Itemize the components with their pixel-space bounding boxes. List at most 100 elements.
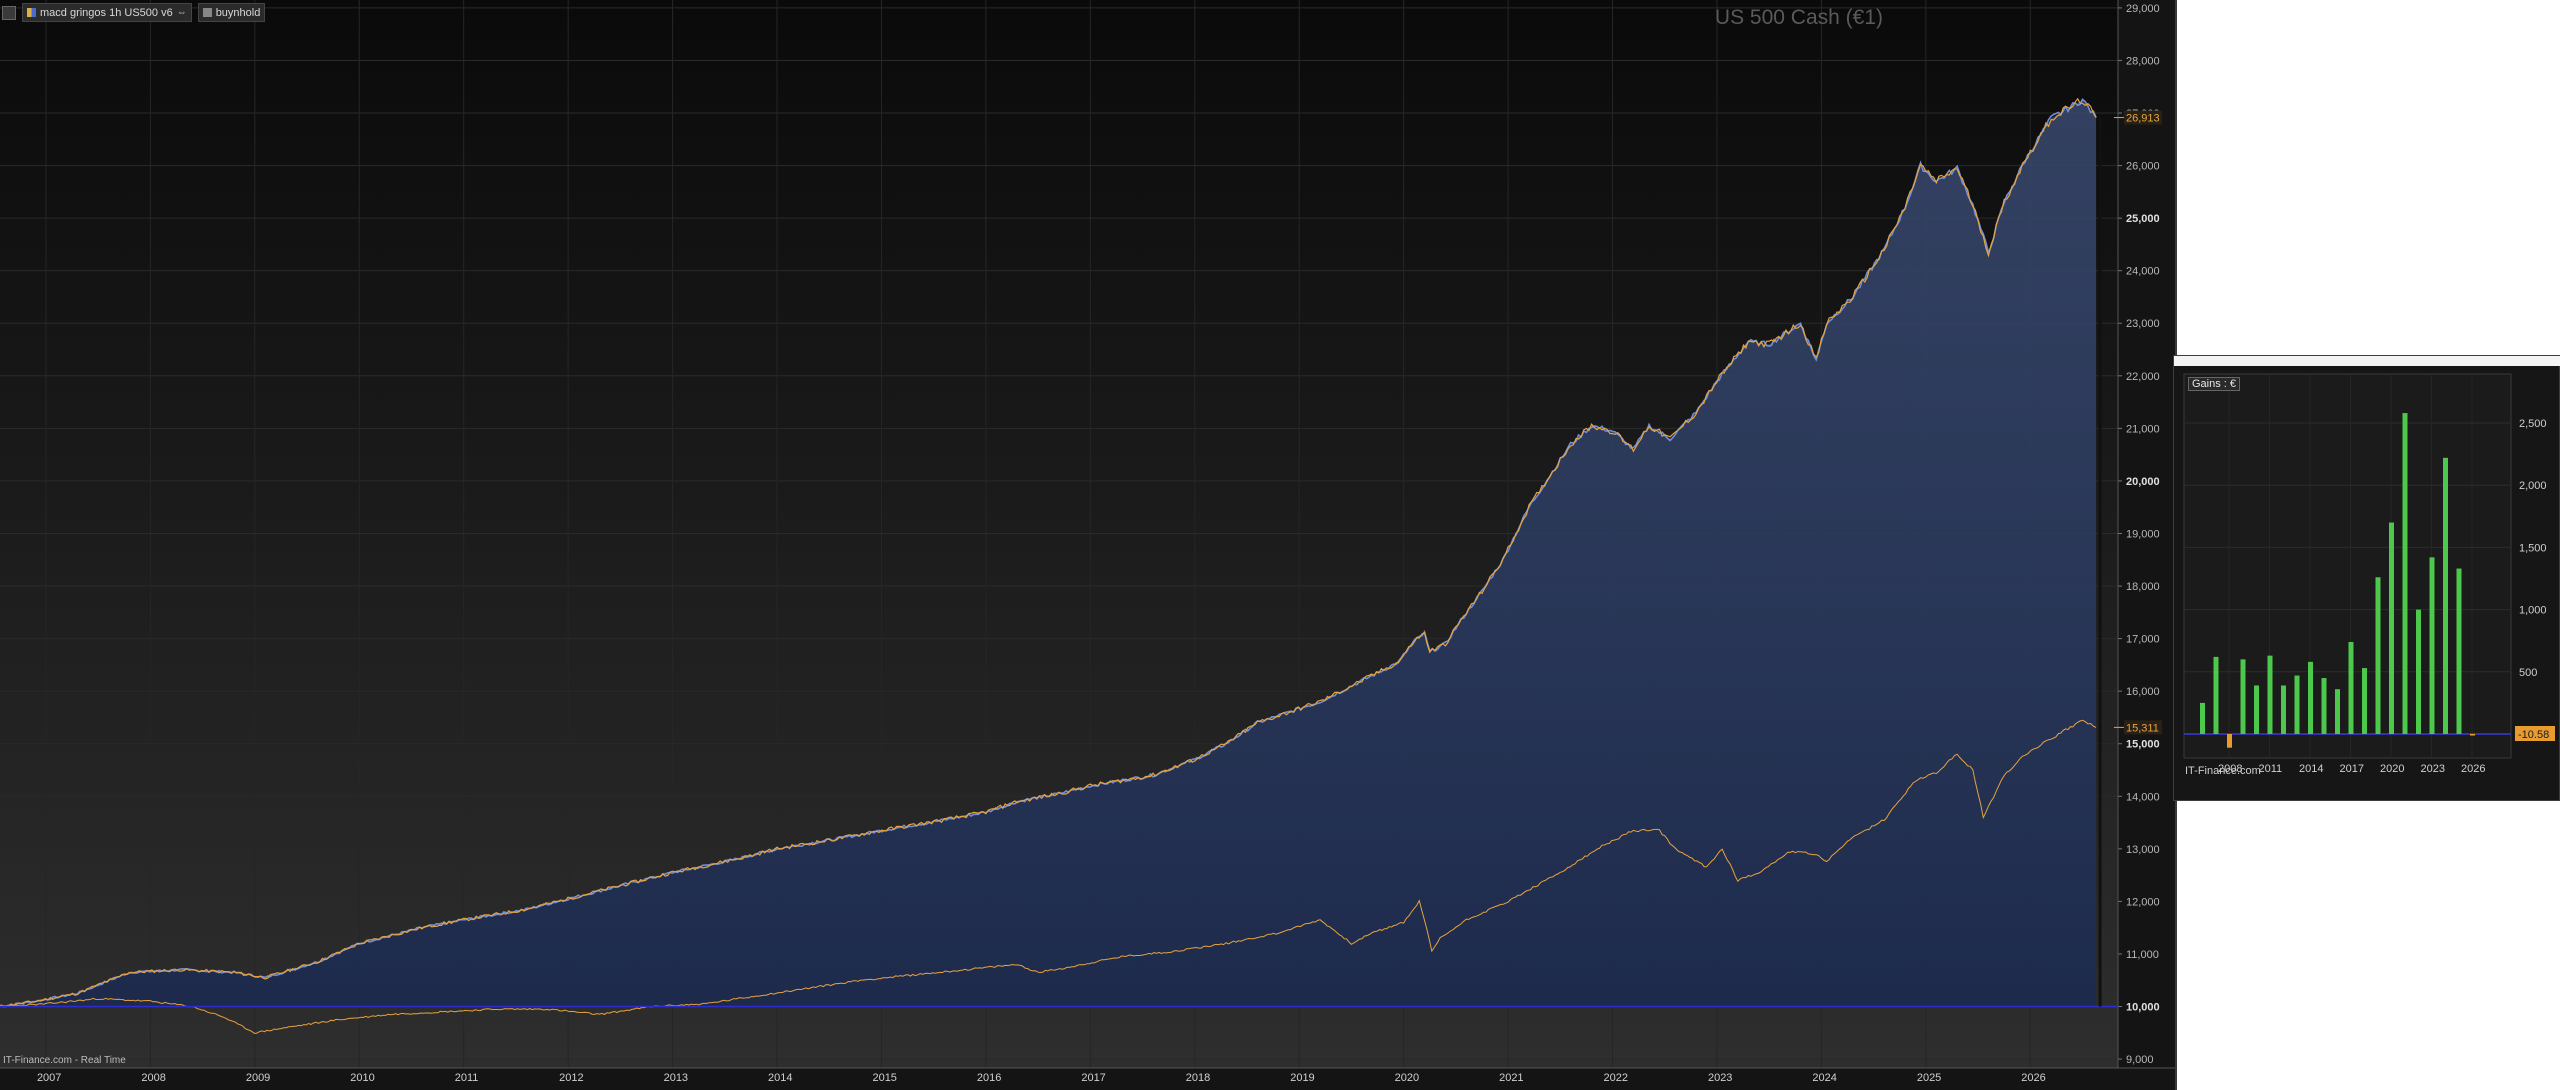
x-tick-label: 2023 (1708, 1072, 1732, 1084)
chart-menu-icon[interactable] (2, 5, 16, 20)
x-tick-label: 2010 (350, 1072, 374, 1084)
x-tick-label: 2013 (664, 1072, 688, 1084)
settings-icon[interactable]: ⇔ (176, 7, 187, 18)
gains-bar (2281, 685, 2286, 734)
x-tick-label: 2022 (1604, 1072, 1628, 1084)
gains-x-tick-label: 2020 (2380, 763, 2404, 775)
y-tick-label: 29,000 (2126, 3, 2160, 15)
gains-bar (2200, 702, 2205, 734)
gains-header-strip (2174, 356, 2560, 366)
gains-bar (2362, 668, 2367, 734)
gains-last-value-label: -10.58 (2518, 729, 2549, 741)
gains-title: Gains : € (2188, 377, 2241, 391)
gains-bar (2213, 656, 2219, 734)
gains-bar (2240, 659, 2246, 734)
y-tick-label: 23,000 (2126, 318, 2160, 330)
equity-chart[interactable]: 9,000 10,000 11,000 12,000 13,000 14,000 15,00… (0, 0, 2175, 1090)
y-tick-label: 16,000 (2126, 686, 2160, 698)
x-tick-label: 2008 (141, 1072, 165, 1084)
gains-x-tick-label: 2014 (2299, 763, 2323, 775)
gains-bar (2429, 557, 2435, 734)
legend-label: buynhold (215, 6, 261, 19)
gains-last-value-box (2515, 726, 2555, 741)
gains-bar (2443, 457, 2448, 734)
strategy-color-icon (27, 8, 36, 17)
y-tick-label: 22,000 (2126, 371, 2160, 383)
gains-x-tick-label: 2011 (2259, 763, 2283, 775)
legend-item-strategy[interactable]: macd gringos 1h US500 v6 ⇔ (22, 3, 192, 22)
gains-x-tick-label: 2026 (2461, 763, 2485, 775)
y-tick-label: 10,000 (2126, 1002, 2160, 1014)
gains-bar (2294, 675, 2300, 734)
x-tick-label: 2019 (1290, 1072, 1314, 1084)
y-tick-label: 12,000 (2126, 896, 2160, 908)
x-tick-label: 2021 (1499, 1072, 1523, 1084)
y-tick-label: 28,000 (2126, 55, 2160, 67)
gains-chart-panel[interactable]: 500 1,000 1,500 2,000 2,500 2008 2011 2014 2017 2… (2173, 355, 2560, 801)
y-tick-label: 26,000 (2126, 161, 2160, 173)
last-value-label: 26,913 (2126, 113, 2160, 125)
x-tick-label: 2025 (1917, 1072, 1941, 1084)
y-tick-label: 21,000 (2126, 423, 2160, 435)
y-tick-label: 19,000 (2126, 528, 2160, 540)
gains-bar (2470, 734, 2475, 736)
gains-bar (2254, 685, 2259, 734)
y-tick-label: 24,000 (2126, 266, 2160, 278)
gains-chart[interactable]: 500 1,000 1,500 2,000 2,500 2008 2011 2014 2017 2… (2174, 356, 2560, 802)
instrument-title: US 500 Cash (€1) (1714, 6, 1883, 29)
x-tick-label: 2012 (559, 1072, 583, 1084)
x-tick-label: 2017 (1081, 1072, 1105, 1084)
gains-bar (2308, 661, 2313, 734)
y-tick-label: 15,000 (2126, 739, 2160, 751)
chart-legend: macd gringos 1h US500 v6 ⇔ buynhold (2, 3, 266, 22)
gains-bar (2227, 734, 2232, 748)
x-tick-label: 2024 (1812, 1072, 1836, 1084)
x-tick-label: 2016 (977, 1072, 1001, 1084)
gains-y-tick-label: 1,000 (2519, 605, 2547, 617)
gains-bar (2456, 568, 2462, 734)
y-tick-label: 14,000 (2126, 791, 2160, 803)
gains-y-tick-label: 1,500 (2519, 542, 2547, 554)
y-tick-label: 25,000 (2126, 213, 2160, 225)
x-tick-label: 2009 (246, 1072, 270, 1084)
gains-bar (2267, 655, 2273, 734)
x-tick-label: 2007 (37, 1072, 61, 1084)
gains-plot-area (2183, 373, 2512, 759)
x-tick-label: 2026 (2021, 1072, 2045, 1084)
gains-bar (2416, 609, 2421, 734)
last-value-box (2124, 720, 2162, 735)
last-value-label: 15,311 (2126, 722, 2159, 734)
gains-source: IT-Finance.com (2185, 765, 2261, 777)
x-tick-label: 2020 (1395, 1072, 1419, 1084)
x-tick-label: 2018 (1186, 1072, 1210, 1084)
strategy-area (0, 99, 2097, 1007)
watermark: IT-Finance.com - Real Time (3, 1055, 126, 1066)
legend-item-buynhold[interactable]: buynhold (197, 3, 266, 22)
y-tick-label: 18,000 (2126, 581, 2160, 593)
gains-bar (2402, 413, 2408, 734)
y-tick-label: 13,000 (2126, 844, 2160, 856)
strategy-line (0, 97, 2097, 1008)
gains-bar (2321, 678, 2327, 734)
x-tick-label: 2011 (455, 1072, 479, 1084)
gains-bar (2335, 689, 2340, 734)
gains-y-tick-label: 500 (2519, 667, 2537, 679)
y-tick-label: 20,000 (2126, 476, 2160, 488)
gains-bar (2389, 522, 2394, 734)
gains-x-tick-label: 2008 (2218, 763, 2242, 775)
x-tick-label: 2014 (768, 1072, 792, 1084)
gains-x-tick-label: 2017 (2340, 763, 2364, 775)
buynhold-line (0, 719, 2097, 1035)
buynhold-color-icon (202, 8, 212, 17)
gains-bar (2348, 641, 2354, 734)
gains-y-tick-label: 2,500 (2519, 418, 2547, 430)
gains-bar (2375, 577, 2381, 734)
gains-x-tick-label: 2023 (2421, 763, 2445, 775)
equity-chart-panel[interactable]: 9,000 10,000 11,000 12,000 13,000 14,000 15,00… (0, 0, 2175, 1090)
y-tick-label: 9,000 (2126, 1054, 2154, 1066)
y-tick-label: 11,000 (2126, 949, 2159, 961)
x-tick-label: 2015 (872, 1072, 896, 1084)
legend-label: macd gringos 1h US500 v6 (40, 6, 173, 19)
y-tick-label: 17,000 (2126, 634, 2160, 646)
last-value-box (2124, 110, 2162, 125)
